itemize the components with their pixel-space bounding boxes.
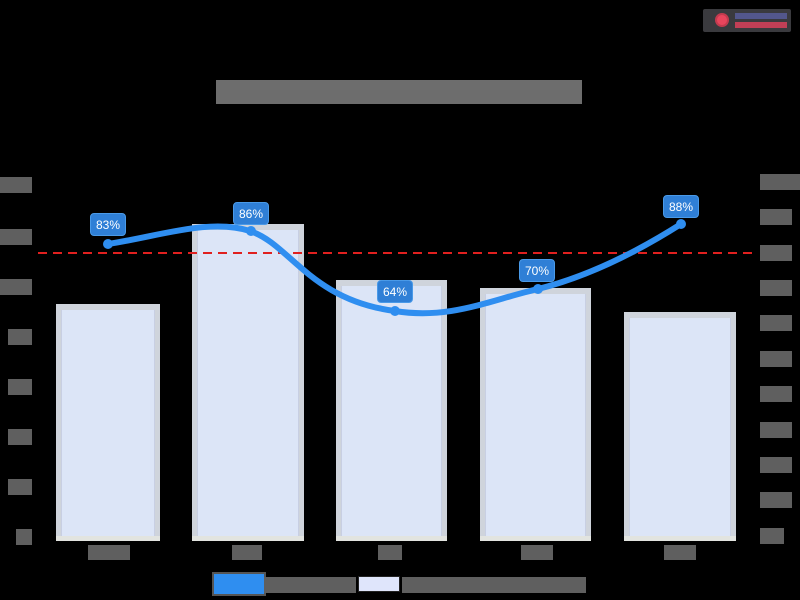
data-label: 88% — [663, 195, 699, 218]
bar-fill — [341, 286, 442, 536]
data-label: 86% — [233, 202, 269, 225]
chart-title: Blurred chart title — [216, 80, 582, 104]
left-axis-tick: 40 — [8, 429, 32, 445]
bar-base — [336, 536, 447, 541]
legend-swatch-line[interactable] — [212, 572, 266, 596]
bar-fill — [629, 318, 731, 536]
logo-mark-icon — [715, 13, 729, 27]
right-axis-tick: 80% — [760, 245, 792, 261]
bar[interactable] — [56, 304, 160, 541]
line-point — [390, 306, 400, 316]
bar[interactable] — [336, 280, 447, 541]
legend-label-line[interactable]: Line series (blurred) — [264, 577, 356, 593]
x-axis-label: Cat 1 — [88, 545, 130, 560]
right-axis-tick: 90% — [760, 209, 792, 225]
data-label: 70% — [519, 259, 555, 282]
legend-label-bar[interactable]: Bar series (blurred legend text) — [402, 577, 586, 593]
bar[interactable] — [192, 224, 304, 541]
left-axis-tick: 120 — [0, 229, 32, 245]
left-axis-tick: 0 — [16, 529, 32, 545]
legend-swatch-bar[interactable] — [358, 576, 400, 592]
line-point — [533, 284, 543, 294]
x-axis-label: Cat 4 — [521, 545, 553, 560]
data-label: 83% — [90, 213, 126, 236]
x-axis-label: Cat 3 — [378, 545, 402, 560]
right-axis-tick: 30% — [760, 422, 792, 438]
right-axis-tick: 20% — [760, 457, 792, 473]
bar-base — [624, 536, 736, 541]
line-point — [676, 219, 686, 229]
right-axis-tick: 50% — [760, 351, 792, 367]
bar-fill — [61, 310, 155, 536]
logo-text — [735, 13, 787, 19]
left-axis-tick: 60 — [8, 379, 32, 395]
line-point — [103, 239, 113, 249]
right-axis-tick: 0% — [760, 528, 784, 544]
x-axis-label: Cat 2 — [232, 545, 262, 560]
bar-base — [480, 536, 591, 541]
bar-base — [192, 536, 304, 541]
data-label: 64% — [377, 280, 413, 303]
right-axis-tick: 40% — [760, 386, 792, 402]
bar-base — [56, 536, 160, 541]
logo-text — [735, 22, 787, 28]
left-axis-tick: 140 — [0, 177, 32, 193]
line-point — [246, 226, 256, 236]
bar[interactable] — [624, 312, 736, 541]
left-axis-tick: 100 — [0, 279, 32, 295]
right-axis-tick: 10% — [760, 492, 792, 508]
right-axis-tick: 70% — [760, 280, 792, 296]
right-axis-tick: 60% — [760, 315, 792, 331]
bar-fill — [485, 294, 586, 536]
left-axis-tick: 80 — [8, 329, 32, 345]
bar-fill — [197, 230, 299, 536]
left-axis-tick: 20 — [8, 479, 32, 495]
brand-logo — [703, 9, 791, 32]
x-axis-label: Cat 5 — [664, 545, 696, 560]
bar[interactable] — [480, 288, 591, 541]
right-axis-tick: 100% — [760, 174, 800, 190]
